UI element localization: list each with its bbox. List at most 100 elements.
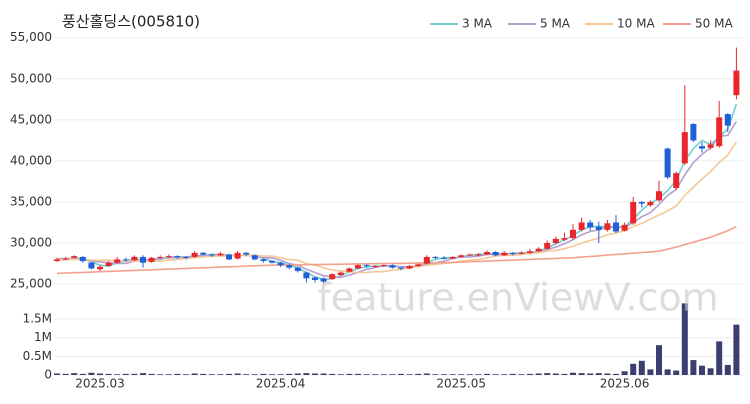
volume-bar [320, 373, 327, 375]
volume-bar [312, 373, 318, 375]
volume-bar [466, 374, 473, 375]
marks: 25,000 30,000 35,000 40,000 45,000 50,000 55,0… [10, 17, 740, 391]
candle-body [595, 226, 602, 230]
candle-body [346, 268, 353, 272]
candle-body [286, 265, 293, 268]
volume-bar [449, 374, 456, 375]
volume-bar [656, 345, 662, 375]
candle-body [337, 272, 344, 276]
candle-body [561, 238, 568, 240]
candle-body [423, 256, 430, 264]
candle-body [329, 274, 336, 280]
candle-body [208, 254, 215, 256]
candle-body [535, 248, 542, 252]
volume-bar [707, 368, 714, 375]
candle-body [320, 278, 327, 282]
volume-bar [423, 373, 430, 375]
candle-body [122, 259, 129, 261]
candle-body [165, 256, 172, 258]
volume-bar [535, 373, 542, 375]
candle-body [647, 201, 654, 206]
volume-bar [88, 372, 95, 375]
chart-title: 풍산홀딩스(005810) [62, 13, 200, 31]
candle-body [54, 259, 60, 262]
volume-bar [277, 374, 284, 375]
volume-bar [432, 374, 439, 375]
volume-bar [716, 341, 723, 375]
candle-body [716, 117, 723, 147]
volume-bar [71, 373, 78, 375]
volume-bar [518, 374, 525, 375]
candle-body [501, 252, 508, 256]
candle-body [475, 254, 482, 256]
y-tick-label: 1.5M [23, 312, 52, 326]
volume-bar [647, 369, 654, 375]
volume-bar [269, 374, 275, 375]
volume-bar [458, 374, 465, 375]
volume-bar [724, 364, 731, 375]
x-tick-label: 2025.04 [256, 377, 306, 391]
candle-body [226, 254, 232, 260]
legend-label: 10 MA [617, 17, 655, 31]
ma-line [57, 141, 738, 274]
volume-bar [363, 374, 370, 375]
x-tick-label: 2025.03 [75, 377, 125, 391]
volume-bar [208, 374, 215, 375]
volume-bar [226, 373, 232, 375]
x-tick-label: 2025.05 [436, 377, 486, 391]
candle-body [183, 256, 189, 258]
candle-body [484, 252, 490, 255]
watermark: feature.enViewV.com [317, 276, 718, 320]
legend-label: 5 MA [540, 17, 571, 31]
volume-bar [105, 373, 112, 375]
candle-body [62, 258, 69, 260]
volume-bar [191, 373, 198, 375]
candle-body [492, 252, 499, 256]
candle-body [578, 222, 585, 230]
y-tick-label: 0 [44, 368, 52, 382]
volume-bar [570, 372, 576, 375]
volume-bar [337, 374, 344, 375]
volume-bar [217, 374, 224, 375]
candle-body [724, 114, 731, 126]
volume-bar [183, 374, 189, 375]
volume-bar [79, 373, 86, 375]
candle-body [105, 262, 112, 266]
volume-bar [630, 363, 637, 375]
volume-bar [621, 371, 628, 375]
volume-bar [484, 373, 490, 375]
candle-body [441, 257, 447, 259]
candle-body [466, 254, 473, 256]
candle-body [234, 252, 241, 259]
volume-bar [673, 370, 680, 375]
candle-body [690, 123, 697, 141]
candle-body [277, 262, 284, 266]
volume-bar [406, 374, 413, 375]
candle-body [681, 132, 688, 164]
volume-bar [595, 373, 602, 375]
volume-bar [638, 360, 645, 375]
volume-bar [681, 303, 688, 375]
y-tick-label: 35,000 [10, 194, 52, 208]
candle-body [389, 265, 396, 268]
volume-bar [97, 373, 103, 375]
volume-bar [131, 373, 138, 375]
volume-bar [561, 373, 568, 375]
candle-body [114, 259, 121, 263]
candle-body [260, 259, 267, 262]
volume-bar [346, 373, 353, 375]
volume-bar [54, 373, 60, 375]
candle-body [380, 265, 387, 267]
volume-bar [613, 373, 619, 375]
candle-body [243, 252, 250, 255]
volume-bar [355, 373, 361, 375]
volume-bar [286, 373, 293, 375]
volume-bar [329, 373, 336, 375]
volume-bar [699, 365, 705, 375]
candle-body [518, 252, 525, 254]
volume-bar [62, 373, 69, 375]
candle-body [621, 224, 628, 231]
volume-bar [260, 373, 267, 375]
candle-body [355, 265, 361, 269]
